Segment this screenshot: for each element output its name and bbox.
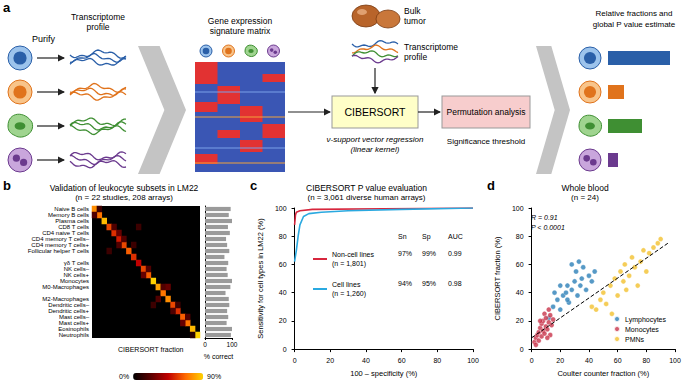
svg-text:40: 40: [585, 357, 593, 364]
svg-text:M2-Macrophages: M2-Macrophages: [42, 296, 89, 302]
svg-text:CD4 memory T cells+: CD4 memory T cells+: [31, 242, 89, 248]
svg-text:CD4 naive T cells: CD4 naive T cells: [42, 230, 89, 236]
svg-text:40: 40: [279, 289, 287, 296]
svg-text:Gene expression: Gene expression: [208, 16, 273, 26]
svg-text:R = 0.91: R = 0.91: [531, 214, 558, 221]
svg-text:(n = 3,061 diverse human array: (n = 3,061 diverse human arrays): [307, 193, 425, 202]
svg-text:40: 40: [362, 357, 370, 364]
svg-text:Relative fractions and: Relative fractions and: [596, 9, 673, 18]
svg-text:% correct: % correct: [204, 353, 234, 360]
html-text:c: c: [250, 178, 258, 193]
svg-text:Dendritic cells–: Dendritic cells–: [48, 302, 89, 308]
svg-text:CIBERSORT fraction (%): CIBERSORT fraction (%): [493, 236, 502, 320]
html-text:b: b: [3, 178, 11, 193]
svg-text:Monocytes: Monocytes: [60, 278, 89, 284]
svg-text:AUC: AUC: [448, 233, 463, 240]
svg-text:60: 60: [279, 261, 287, 268]
svg-text:60: 60: [516, 261, 524, 268]
svg-text:0%: 0%: [119, 373, 129, 380]
svg-text:99%: 99%: [422, 250, 436, 257]
svg-text:0: 0: [283, 346, 287, 353]
svg-text:Monocytes: Monocytes: [625, 326, 659, 334]
svg-text:ν-support vector regression: ν-support vector regression: [327, 135, 424, 144]
svg-text:M0-Macrophages: M0-Macrophages: [42, 284, 89, 290]
svg-text:CIBERSORT P value evaluation: CIBERSORT P value evaluation: [306, 183, 427, 193]
svg-text:0.99: 0.99: [448, 250, 462, 257]
svg-text:Sensitivity for cell types in: Sensitivity for cell types in LM22 (%): [256, 218, 265, 339]
svg-text:Mast cells–: Mast cells–: [59, 314, 89, 320]
svg-text:80: 80: [433, 357, 441, 364]
svg-text:100: 100: [467, 357, 479, 364]
svg-text:Eosinophils: Eosinophils: [58, 326, 89, 332]
svg-text:Mast cells+: Mast cells+: [58, 320, 89, 326]
svg-text:Transcriptome: Transcriptome: [404, 42, 458, 52]
svg-text:20: 20: [279, 317, 287, 324]
svg-text:γδ T cells: γδ T cells: [63, 260, 89, 266]
svg-text:CD4 memory T cells–: CD4 memory T cells–: [31, 236, 89, 242]
svg-text:Plasma cells: Plasma cells: [55, 218, 89, 224]
svg-text:CIBERSORT fraction: CIBERSORT fraction: [118, 346, 184, 353]
svg-text:tumor: tumor: [404, 16, 426, 26]
svg-text:Follicular helper T cells: Follicular helper T cells: [28, 248, 89, 254]
svg-text:(n = 22 studies, 208 arrays): (n = 22 studies, 208 arrays): [75, 193, 173, 202]
svg-text:Significance threshold: Significance threshold: [447, 137, 525, 146]
svg-text:100 – specificity (%): 100 – specificity (%): [350, 369, 418, 378]
svg-text:Sp: Sp: [422, 233, 431, 241]
svg-text:60: 60: [398, 357, 406, 364]
svg-text:0: 0: [520, 346, 524, 353]
html-text:a: a: [3, 0, 11, 15]
svg-text:Permutation analysis: Permutation analysis: [447, 107, 526, 117]
svg-text:Validation of leukocyte subset: Validation of leukocyte subsets in LM22: [50, 183, 199, 193]
svg-text:Non-cell lines: Non-cell lines: [332, 251, 375, 258]
svg-text:80: 80: [642, 357, 650, 364]
svg-text:profile: profile: [86, 22, 109, 32]
svg-text:100: 100: [512, 205, 524, 212]
svg-text:CD8 T cells: CD8 T cells: [58, 224, 89, 230]
svg-text:PMNs: PMNs: [625, 336, 645, 343]
svg-text:100: 100: [669, 357, 681, 364]
svg-text:Transcriptome: Transcriptome: [71, 12, 125, 22]
svg-text:0: 0: [293, 357, 297, 364]
svg-text:Lymphocytes: Lymphocytes: [625, 316, 666, 324]
svg-text:profile: profile: [404, 52, 427, 62]
svg-text:60: 60: [614, 357, 622, 364]
svg-text:97%: 97%: [398, 250, 412, 257]
html-text:d: d: [487, 178, 495, 193]
svg-text:0: 0: [203, 341, 207, 348]
svg-text:20: 20: [516, 317, 524, 324]
svg-text:NK cells+: NK cells+: [63, 272, 89, 278]
svg-text:90%: 90%: [207, 373, 221, 380]
svg-text:(n = 1,260): (n = 1,260): [332, 290, 366, 298]
svg-text:Coulter counter fraction (%): Coulter counter fraction (%): [557, 369, 649, 378]
svg-text:Dendritic cells+: Dendritic cells+: [48, 308, 89, 314]
svg-text:100: 100: [275, 205, 287, 212]
svg-text:80: 80: [516, 233, 524, 240]
svg-text:Sn: Sn: [398, 233, 407, 240]
svg-text:0: 0: [530, 357, 534, 364]
svg-text:Purify: Purify: [32, 34, 56, 44]
svg-text:80: 80: [279, 233, 287, 240]
svg-text:Whole blood: Whole blood: [561, 183, 609, 193]
svg-text:Cell lines: Cell lines: [332, 281, 361, 288]
svg-text:0.98: 0.98: [448, 280, 462, 287]
svg-text:(n = 24): (n = 24): [571, 193, 599, 202]
svg-text:(linear kernel): (linear kernel): [351, 145, 400, 154]
svg-text:Neutrophils: Neutrophils: [59, 332, 89, 338]
svg-text:Memory B cells: Memory B cells: [48, 212, 89, 218]
svg-text:signature matrix: signature matrix: [210, 26, 271, 36]
svg-text:global P value estimate: global P value estimate: [593, 20, 676, 29]
svg-text:(n = 1,801): (n = 1,801): [332, 260, 366, 268]
svg-text:94%: 94%: [398, 280, 412, 287]
svg-text:100: 100: [227, 341, 238, 348]
svg-text:P < 0.0001: P < 0.0001: [531, 224, 565, 231]
svg-text:40: 40: [516, 289, 524, 296]
svg-text:NK cells–: NK cells–: [63, 266, 89, 272]
svg-text:CIBERSORT: CIBERSORT: [344, 106, 406, 118]
svg-text:Bulk: Bulk: [404, 6, 421, 16]
svg-text:20: 20: [556, 357, 564, 364]
svg-text:95%: 95%: [422, 280, 436, 287]
svg-text:20: 20: [326, 357, 334, 364]
svg-text:Naive B cells: Naive B cells: [54, 206, 89, 212]
